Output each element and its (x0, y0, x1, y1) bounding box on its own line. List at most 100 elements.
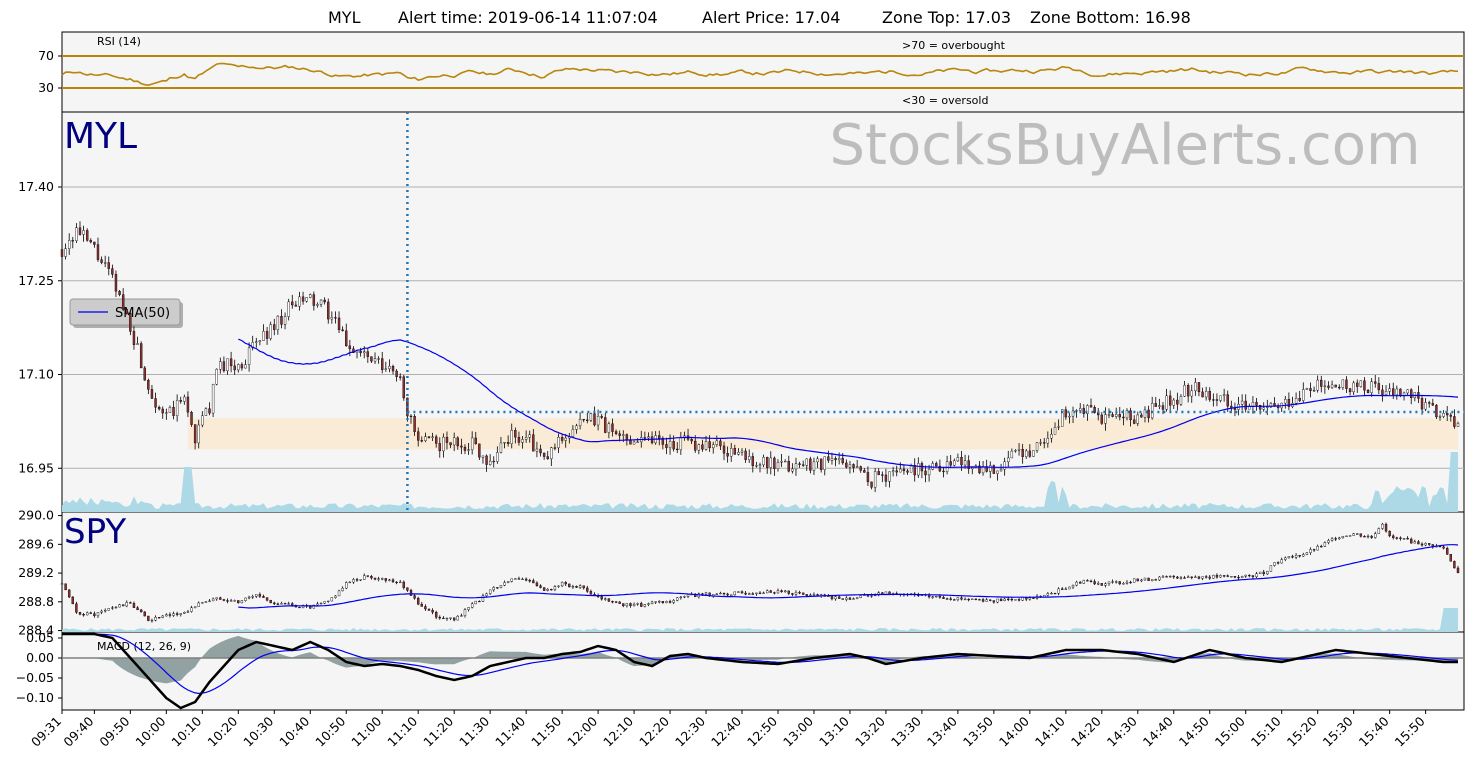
candle-body (222, 361, 226, 372)
candle-body (773, 592, 776, 594)
myl-candle (89, 238, 92, 244)
candle-body (1280, 559, 1283, 564)
candle-body (1428, 402, 1431, 404)
spy-candle (647, 602, 650, 607)
myl-candle (1377, 377, 1381, 395)
spy-candle (1082, 579, 1086, 584)
chart-title-alert-price: Alert Price: 17.04 (702, 8, 840, 27)
candle-body (240, 600, 244, 604)
spy-candle (989, 599, 992, 602)
candle-body (377, 578, 380, 580)
candle-body (737, 452, 740, 455)
spy-candle (341, 586, 344, 592)
myl-candle (532, 428, 535, 452)
candle-body (582, 418, 585, 421)
myl-candle (830, 452, 834, 465)
myl-candle (575, 423, 578, 434)
candle-body (1097, 583, 1100, 585)
myl-candle (488, 454, 492, 466)
candle-body (1352, 382, 1355, 393)
candle-body (89, 240, 92, 243)
spy-candle (974, 598, 978, 601)
spy-candle (251, 594, 254, 599)
candle-body (1118, 414, 1121, 418)
myl-candle (787, 455, 790, 473)
candle-body (1194, 576, 1197, 578)
myl-candle (456, 436, 459, 450)
candle-body (1356, 382, 1359, 387)
myl-candle (812, 457, 816, 476)
candle-body (1201, 391, 1204, 398)
candle-body (514, 578, 517, 580)
candle-body (129, 602, 132, 604)
candle-body (503, 442, 506, 444)
spy-candle (319, 602, 323, 605)
candle-body (1442, 412, 1445, 417)
spy-candle (399, 579, 402, 584)
candle-body (719, 592, 722, 595)
candle-body (1068, 586, 1071, 590)
myl-candle (1327, 381, 1330, 390)
spy-candle (1089, 579, 1093, 583)
spy-candle (1269, 565, 1273, 572)
spy-candle (355, 577, 359, 582)
spy-candle (852, 597, 855, 600)
x-tick-label: 14:00 (996, 713, 1032, 749)
candle-body (100, 259, 103, 263)
candle-body (291, 301, 294, 306)
candle-body (575, 425, 578, 430)
myl-candle (798, 461, 801, 468)
spy-candle (1186, 575, 1190, 579)
candle-body (1312, 389, 1316, 392)
x-tick-label: 13:40 (924, 713, 960, 749)
candle-body (1215, 399, 1219, 401)
candle-body (1370, 381, 1373, 393)
candle-body (1316, 379, 1319, 391)
candle-body (1334, 538, 1337, 540)
candle-body (64, 248, 67, 257)
candle-body (420, 440, 423, 442)
candle-body (82, 230, 85, 235)
candle-body (1086, 405, 1089, 414)
spy-candle (244, 597, 247, 602)
spy-candle (672, 599, 675, 605)
spy-candle (809, 593, 812, 597)
candle-body (298, 296, 301, 307)
spy-candle (1222, 575, 1226, 578)
candle-body (1345, 535, 1348, 537)
candle-body (265, 331, 269, 339)
candle-body (431, 436, 434, 438)
myl-candle (305, 297, 308, 303)
myl-candle (1143, 406, 1147, 423)
candle-body (654, 601, 657, 603)
spy-candle (676, 597, 679, 602)
myl-candle (557, 433, 560, 453)
myl-candle (1028, 444, 1032, 458)
candle-body (1233, 576, 1237, 578)
candle-body (791, 593, 794, 595)
candle-body (1215, 574, 1219, 578)
spy-candle (715, 593, 719, 595)
candle-body (352, 579, 355, 583)
candle-body (1413, 541, 1417, 544)
candle-body (485, 593, 488, 596)
myl-symbol-label: MYL (64, 116, 137, 157)
spy-candle (834, 595, 837, 601)
myl-candle (420, 436, 423, 443)
myl-candle (607, 421, 611, 439)
myl-candle (600, 414, 603, 420)
myl-candle (956, 453, 960, 462)
myl-candle (816, 456, 819, 468)
myl-candle (546, 450, 549, 460)
spy-candle (942, 595, 945, 599)
candle-body (1140, 579, 1143, 582)
candle-body (1294, 555, 1298, 558)
buy-zone (187, 418, 1458, 450)
candle-body (348, 581, 352, 584)
candle-body (539, 585, 542, 588)
candle-body (845, 462, 848, 468)
candle-body (341, 329, 344, 332)
myl-candle (769, 451, 772, 475)
myl-candle (355, 350, 359, 359)
myl-candle (1194, 377, 1197, 396)
